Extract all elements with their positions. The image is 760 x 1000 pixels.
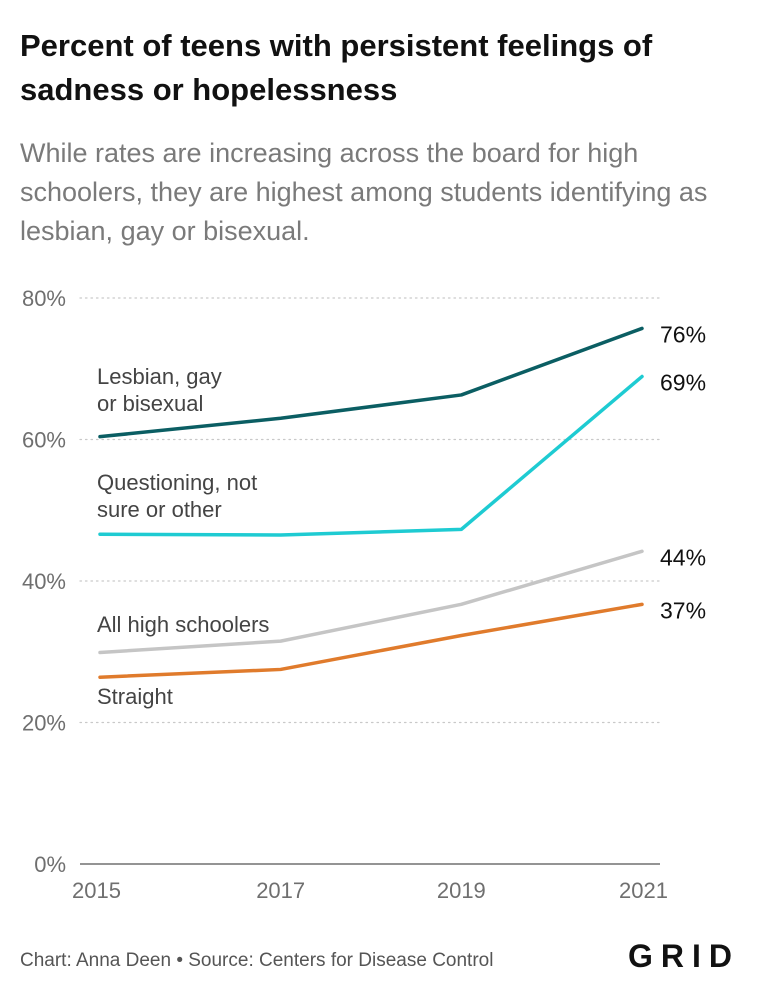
end-value-label-all: 44% [660,544,706,570]
grid-logo: GRID [628,938,740,974]
end-value-label-questioning: 69% [660,370,706,396]
series-line-lgb [98,326,644,439]
x-tick-label: 2021 [619,878,668,903]
x-tick-label: 2017 [256,878,305,903]
series-label-all: All high schoolers [97,612,269,637]
x-tick-label: 2019 [437,878,486,903]
y-tick-label: 20% [22,711,66,736]
y-tick-label: 60% [22,428,66,453]
source-credit: Chart: Anna Deen • Source: Centers for D… [20,950,494,971]
series-label-lgb: Lesbian, gay [97,364,222,389]
x-tick-label: 2015 [72,878,121,903]
series-label-questioning: Questioning, not [97,470,257,495]
line-chart: 0% 20% 40% 60% 80% 2015 2017 2019 2021 Lesbian, g… [22,286,706,903]
end-value-label-straight: 37% [660,597,706,623]
series-line-straight [98,602,644,679]
series-line-all [98,549,644,655]
y-tick-label: 80% [22,286,66,311]
y-tick-label: 0% [34,852,66,877]
end-value-label-lgb: 76% [660,321,706,347]
series-label-lgb: or bisexual [97,391,203,416]
series-label-questioning: sure or other [97,497,222,522]
chart-subtitle: While rates are increasing across the bo… [20,138,708,246]
series-label-straight: Straight [97,684,173,709]
series-line-questioning [98,374,644,537]
chart-title: Percent of teens with persistent feeling… [20,28,653,107]
y-tick-label: 40% [22,569,66,594]
